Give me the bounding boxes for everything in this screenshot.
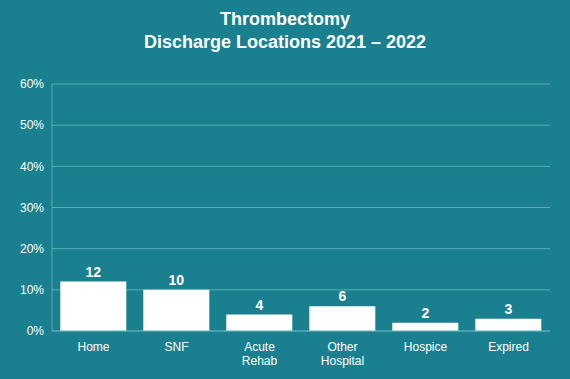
svg-text:6: 6 [338, 288, 346, 304]
svg-text:SNF: SNF [165, 340, 189, 354]
svg-text:50%: 50% [20, 118, 44, 132]
svg-text:AcuteRehab: AcuteRehab [242, 340, 278, 368]
svg-text:4: 4 [255, 297, 263, 313]
html-text:Discharge Locations 2021 – 202: Discharge Locations 2021 – 2022 [143, 32, 427, 52]
html-text:Thrombectomy: Thrombectomy [220, 8, 350, 29]
svg-text:3: 3 [504, 301, 512, 317]
svg-text:30%: 30% [20, 201, 44, 215]
svg-text:Expired: Expired [488, 340, 529, 354]
svg-text:12: 12 [86, 264, 102, 280]
svg-text:20%: 20% [20, 242, 44, 256]
svg-text:10%: 10% [20, 283, 44, 297]
svg-text:60%: 60% [20, 77, 44, 91]
svg-text:Home: Home [77, 340, 109, 354]
svg-text:0%: 0% [27, 324, 45, 338]
svg-text:2: 2 [421, 305, 429, 321]
svg-text:OtherHospital: OtherHospital [321, 340, 364, 368]
svg-text:40%: 40% [20, 160, 44, 174]
svg-text:10: 10 [169, 272, 185, 288]
svg-text:Hospice: Hospice [404, 340, 448, 354]
